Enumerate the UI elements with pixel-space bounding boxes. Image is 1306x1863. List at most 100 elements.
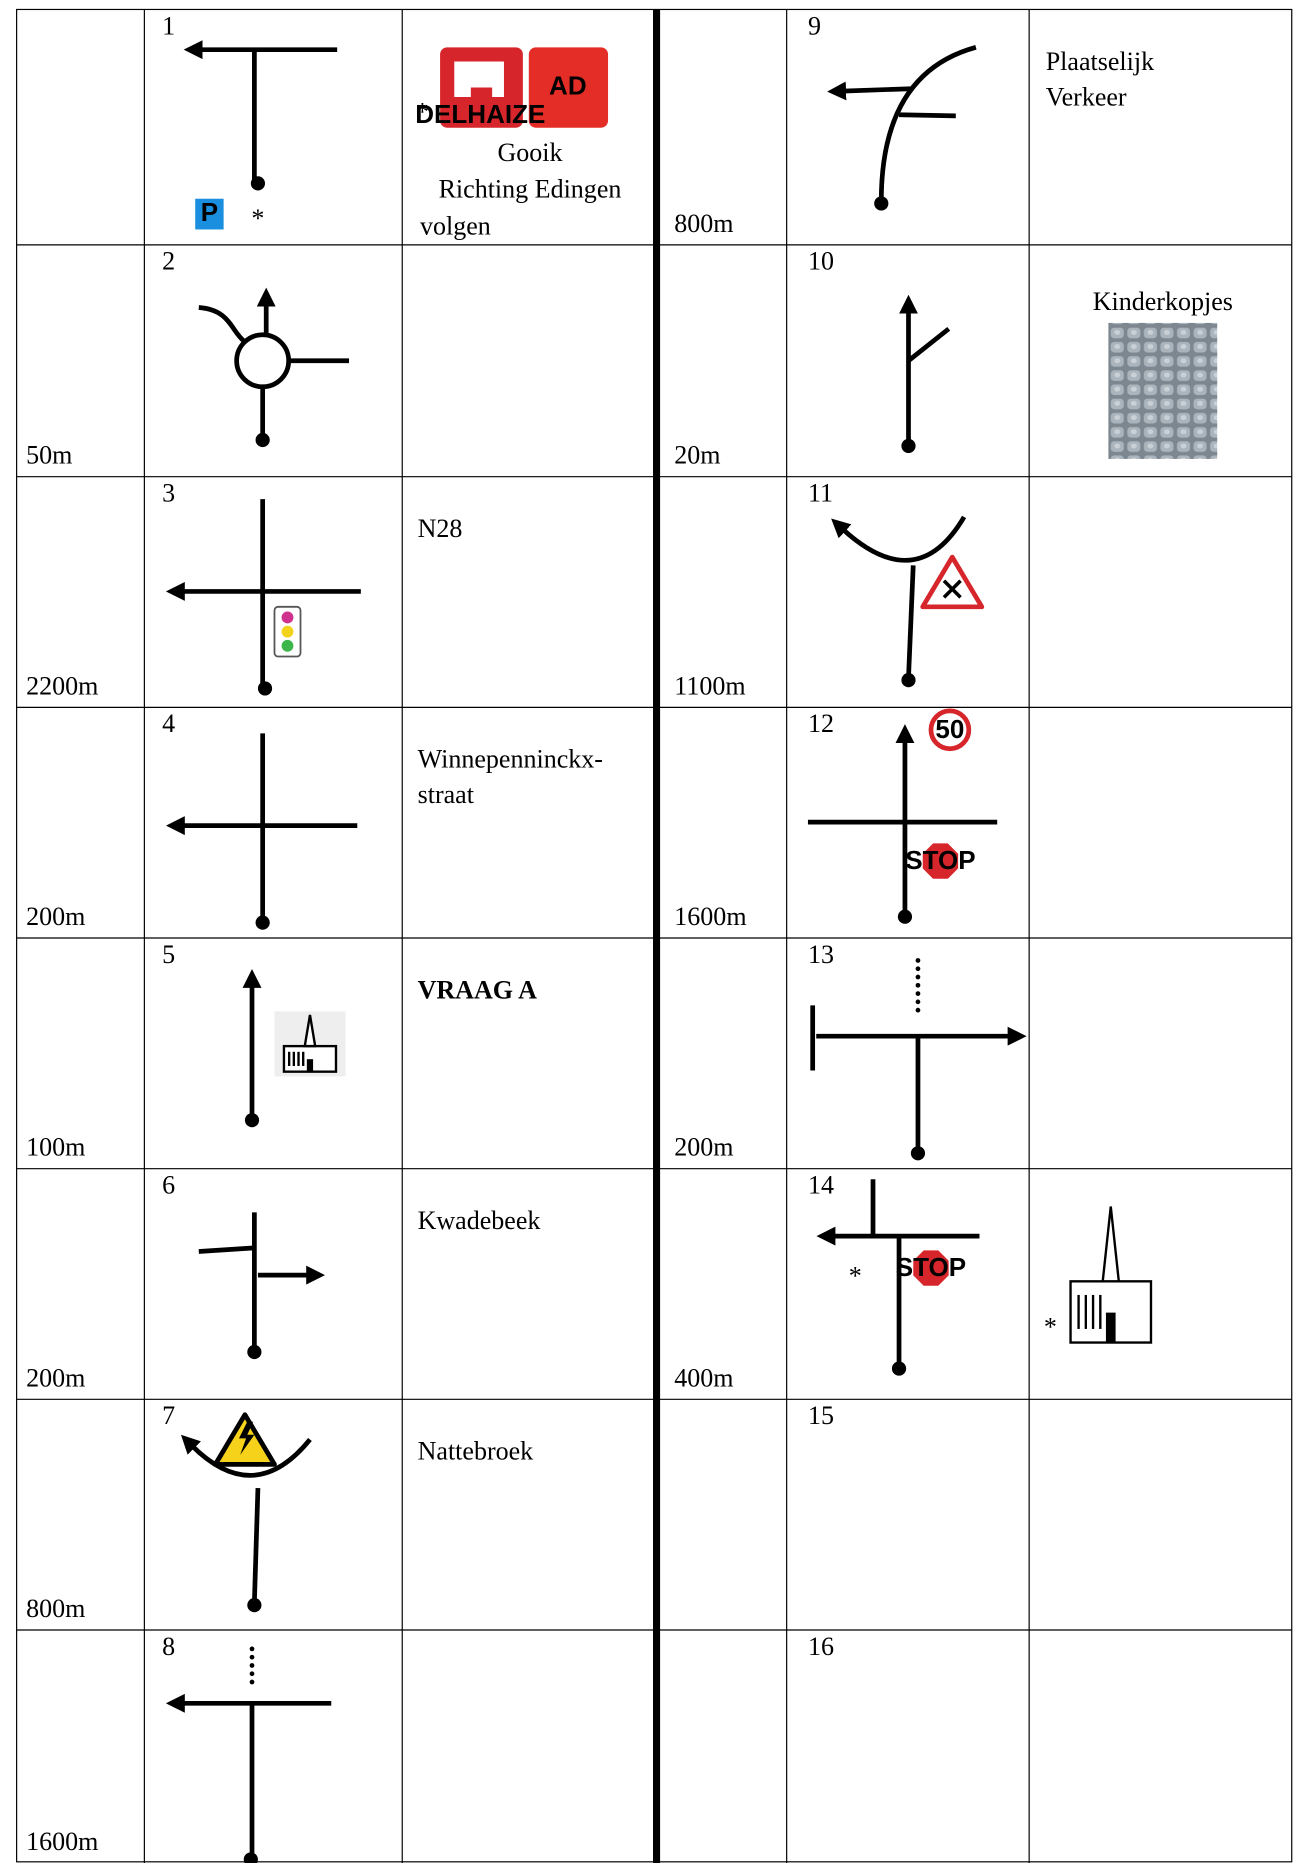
sign-label: DELHAIZE [415,99,545,129]
instruction-text: Kinderkopjes [1093,287,1233,316]
distance: 200m [674,1133,733,1162]
start-dot [244,1113,260,1128]
logo-ad [528,47,609,128]
step-number: 12 [808,709,834,738]
instruction-text: Verkeer [1046,82,1127,111]
distance: 800m [26,1594,85,1623]
start-dot [247,1598,262,1613]
dotted-road [915,958,921,963]
church-tower [303,1014,317,1048]
sign-label: 50 [935,714,964,744]
roundabout [234,332,292,390]
logo-lion [454,61,504,97]
start-dot [250,176,266,191]
sign-label: AD [549,70,587,100]
instruction-text: straat [418,780,475,809]
distance: 1600m [26,1827,98,1856]
distance: 1600m [674,902,746,931]
distance: 200m [26,1363,85,1392]
start-dot [901,438,916,454]
step-number: 8 [162,1632,175,1661]
road [198,305,247,344]
road [252,1487,261,1603]
dotted-road [915,999,921,1005]
parking-sign [195,198,224,230]
warning-sign [212,1412,277,1467]
dotted-road [915,991,921,996]
instruction-text: Richting Edingen [439,175,622,204]
sign-label: * [1044,1313,1057,1342]
instruction-text: VRAAG A [418,975,537,1004]
step-number: 5 [162,940,175,969]
instruction-text: Winnepenninckx- [418,745,603,774]
road [898,112,956,119]
traffic-lamp [281,625,294,638]
road [907,326,951,363]
church-tower [1101,1206,1121,1283]
distance: 50m [26,441,72,470]
step-number: 6 [162,1171,175,1200]
step-number: 7 [162,1401,175,1430]
step-number: 13 [808,940,834,969]
church-door [1105,1312,1116,1343]
instruction-text: volgen [420,211,491,240]
distance: 200m [26,902,85,931]
stop-sign [911,1248,951,1288]
lightning [239,1421,255,1455]
start-dot [247,1344,262,1360]
dotted-road [915,1007,921,1013]
step-number: 14 [808,1171,834,1200]
dotted-road [915,982,921,988]
step-number: 11 [808,479,833,508]
dotted-road [915,966,921,972]
road [878,45,977,202]
instruction-text: Gooik [497,138,563,167]
start-dot [255,915,270,930]
dotted-road [249,1646,255,1652]
step-number: 1 [162,11,175,40]
cobblestone-photo [1108,322,1218,459]
sign-label: * [416,98,429,127]
table-grid [16,8,1293,1863]
sign-label: STOP [905,845,975,875]
speed-sign [928,708,972,752]
start-dot [243,1852,258,1863]
stop-sign [920,841,960,881]
distance: 2200m [26,671,98,700]
road-arrow [827,81,911,101]
distance: 20m [674,441,720,470]
sign-label: STOP [896,1252,966,1282]
start-dot [255,432,270,448]
instruction-text: Kwadebeek [418,1206,542,1235]
church-icon [282,1014,338,1073]
dotted-road [249,1671,255,1677]
dotted-road [249,1663,255,1668]
step-number: 16 [808,1632,834,1661]
traffic-lamp [281,639,294,652]
traffic-lamp [281,611,294,624]
start-dot [891,1361,907,1376]
road [906,565,916,678]
instruction-text: N28 [418,514,463,543]
step-number: 15 [808,1401,834,1430]
start-dot [897,909,913,924]
road [198,1245,255,1254]
distance: 100m [26,1133,85,1162]
road [831,515,967,563]
warning-cross [942,579,962,599]
dotted-road [915,974,921,980]
warning-sign [920,554,985,610]
sign-label: * [849,1262,862,1291]
start-dot [874,196,889,211]
church-door [306,1059,314,1072]
sign-label: P [201,197,218,227]
step-number: 9 [808,11,821,40]
sign-label: * [251,204,264,233]
start-dot [901,673,916,688]
church-icon [1069,1206,1153,1344]
dotted-road [249,1679,255,1685]
step-number: 2 [162,247,175,276]
